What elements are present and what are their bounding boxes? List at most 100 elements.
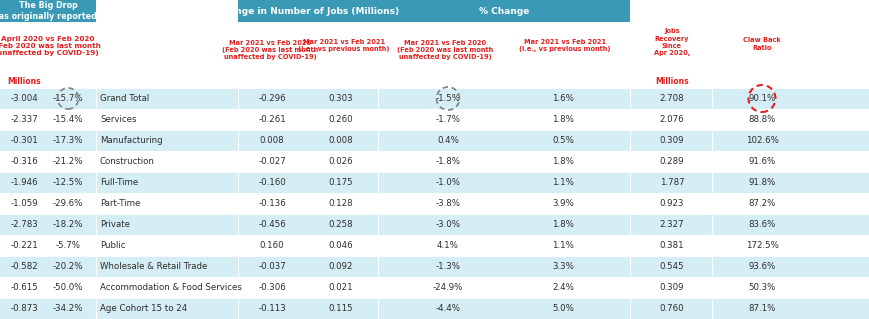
Text: 87.1%: 87.1%: [747, 304, 775, 313]
Text: 0.026: 0.026: [328, 157, 353, 166]
Text: -0.261: -0.261: [258, 115, 286, 124]
Bar: [0, 256, 869, 277]
Text: Full-Time: Full-Time: [100, 178, 138, 187]
Bar: [0, 277, 869, 298]
Text: 0.046: 0.046: [328, 241, 353, 250]
Text: 0.309: 0.309: [659, 283, 683, 292]
Bar: [0, 193, 869, 214]
Text: -0.037: -0.037: [258, 262, 286, 271]
Text: Accommodation & Food Services: Accommodation & Food Services: [100, 283, 242, 292]
Text: -20.2%: -20.2%: [53, 262, 83, 271]
Text: 0.289: 0.289: [659, 157, 683, 166]
Text: 0.303: 0.303: [328, 94, 353, 103]
Text: 0.258: 0.258: [328, 220, 353, 229]
Bar: [0, 214, 869, 235]
Text: 0.008: 0.008: [259, 136, 284, 145]
Text: 90.1%: 90.1%: [747, 94, 775, 103]
Text: 2.076: 2.076: [659, 115, 684, 124]
Text: 4.1%: 4.1%: [436, 241, 459, 250]
Text: 0.021: 0.021: [328, 283, 353, 292]
Bar: [0, 0, 96, 22]
Bar: [0, 109, 869, 130]
Text: Mar 2021 vs Feb 2021
(i.e., vs previous month): Mar 2021 vs Feb 2021 (i.e., vs previous …: [298, 39, 389, 51]
Bar: [0, 130, 869, 151]
Text: 2.4%: 2.4%: [552, 283, 574, 292]
Text: 0.4%: 0.4%: [436, 136, 459, 145]
Bar: [0, 235, 869, 256]
Text: -5.7%: -5.7%: [56, 241, 81, 250]
Text: 1.6%: 1.6%: [552, 94, 574, 103]
Text: 88.8%: 88.8%: [747, 115, 775, 124]
Text: -0.113: -0.113: [258, 304, 286, 313]
Text: Wholesale & Retail Trade: Wholesale & Retail Trade: [100, 262, 207, 271]
Text: Age Cohort 15 to 24: Age Cohort 15 to 24: [100, 304, 187, 313]
Bar: [0, 151, 869, 172]
Text: -3.0%: -3.0%: [435, 220, 460, 229]
Text: -29.6%: -29.6%: [53, 199, 83, 208]
Text: Jobs
Recovery
Since
Apr 2020,: Jobs Recovery Since Apr 2020,: [653, 28, 689, 56]
Text: 91.8%: 91.8%: [747, 178, 775, 187]
Text: Services: Services: [100, 115, 136, 124]
Text: -15.4%: -15.4%: [53, 115, 83, 124]
Text: Claw Back
Ratio: Claw Back Ratio: [742, 38, 780, 50]
Text: Part-Time: Part-Time: [100, 199, 140, 208]
Text: -0.296: -0.296: [258, 94, 286, 103]
Text: Millions: Millions: [654, 78, 688, 86]
Text: Public: Public: [100, 241, 125, 250]
Text: -0.221: -0.221: [10, 241, 38, 250]
Text: -1.8%: -1.8%: [435, 157, 460, 166]
Text: 0.923: 0.923: [659, 199, 683, 208]
Text: 0.160: 0.160: [259, 241, 284, 250]
Text: The Big Drop
(as originally reported): The Big Drop (as originally reported): [0, 1, 101, 21]
Text: -1.0%: -1.0%: [435, 178, 460, 187]
Text: 0.115: 0.115: [328, 304, 353, 313]
Text: -1.5%: -1.5%: [435, 94, 460, 103]
Text: -0.136: -0.136: [258, 199, 286, 208]
Text: Mar 2021 vs Feb 2021
(i.e., vs previous month): Mar 2021 vs Feb 2021 (i.e., vs previous …: [519, 39, 610, 51]
Text: 0.5%: 0.5%: [552, 136, 574, 145]
Text: -18.2%: -18.2%: [53, 220, 83, 229]
Text: -50.0%: -50.0%: [53, 283, 83, 292]
Text: -0.873: -0.873: [10, 304, 38, 313]
Text: 1.1%: 1.1%: [552, 241, 574, 250]
Text: 0.175: 0.175: [328, 178, 353, 187]
Text: Private: Private: [100, 220, 129, 229]
Text: 83.6%: 83.6%: [747, 220, 775, 229]
Text: -3.004: -3.004: [10, 94, 38, 103]
Text: 172.5%: 172.5%: [745, 241, 778, 250]
Text: 0.381: 0.381: [659, 241, 684, 250]
Text: 0.008: 0.008: [328, 136, 353, 145]
Text: -3.8%: -3.8%: [435, 199, 460, 208]
Text: Manufacturing: Manufacturing: [100, 136, 163, 145]
Text: -1.3%: -1.3%: [435, 262, 460, 271]
Text: -34.2%: -34.2%: [53, 304, 83, 313]
Text: 2.327: 2.327: [659, 220, 684, 229]
Text: -2.783: -2.783: [10, 220, 38, 229]
Text: 1.8%: 1.8%: [552, 220, 574, 229]
Text: -2.337: -2.337: [10, 115, 38, 124]
Text: 1.1%: 1.1%: [552, 178, 574, 187]
Text: 0.309: 0.309: [659, 136, 683, 145]
Text: 0.128: 0.128: [328, 199, 353, 208]
Text: -1.7%: -1.7%: [435, 115, 460, 124]
Text: -1.946: -1.946: [10, 178, 37, 187]
Text: 1.8%: 1.8%: [552, 157, 574, 166]
Text: Grand Total: Grand Total: [100, 94, 149, 103]
Bar: [0, 88, 869, 109]
Text: -0.027: -0.027: [258, 157, 286, 166]
Bar: [0, 172, 869, 193]
Text: Mar 2021 vs Feb 2020
(Feb 2020 was last month
unaffected by COVID-19): Mar 2021 vs Feb 2020 (Feb 2020 was last …: [222, 40, 318, 60]
Text: 87.2%: 87.2%: [747, 199, 775, 208]
Text: 0.760: 0.760: [659, 304, 684, 313]
Text: Construction: Construction: [100, 157, 155, 166]
Text: -0.615: -0.615: [10, 283, 38, 292]
Text: -0.301: -0.301: [10, 136, 38, 145]
Bar: [238, 0, 377, 22]
Text: -0.582: -0.582: [10, 262, 38, 271]
Text: -4.4%: -4.4%: [435, 304, 460, 313]
Bar: [377, 0, 629, 22]
Text: -24.9%: -24.9%: [432, 283, 462, 292]
Text: Millions: Millions: [7, 78, 41, 86]
Text: 5.0%: 5.0%: [552, 304, 574, 313]
Text: 1.8%: 1.8%: [552, 115, 574, 124]
